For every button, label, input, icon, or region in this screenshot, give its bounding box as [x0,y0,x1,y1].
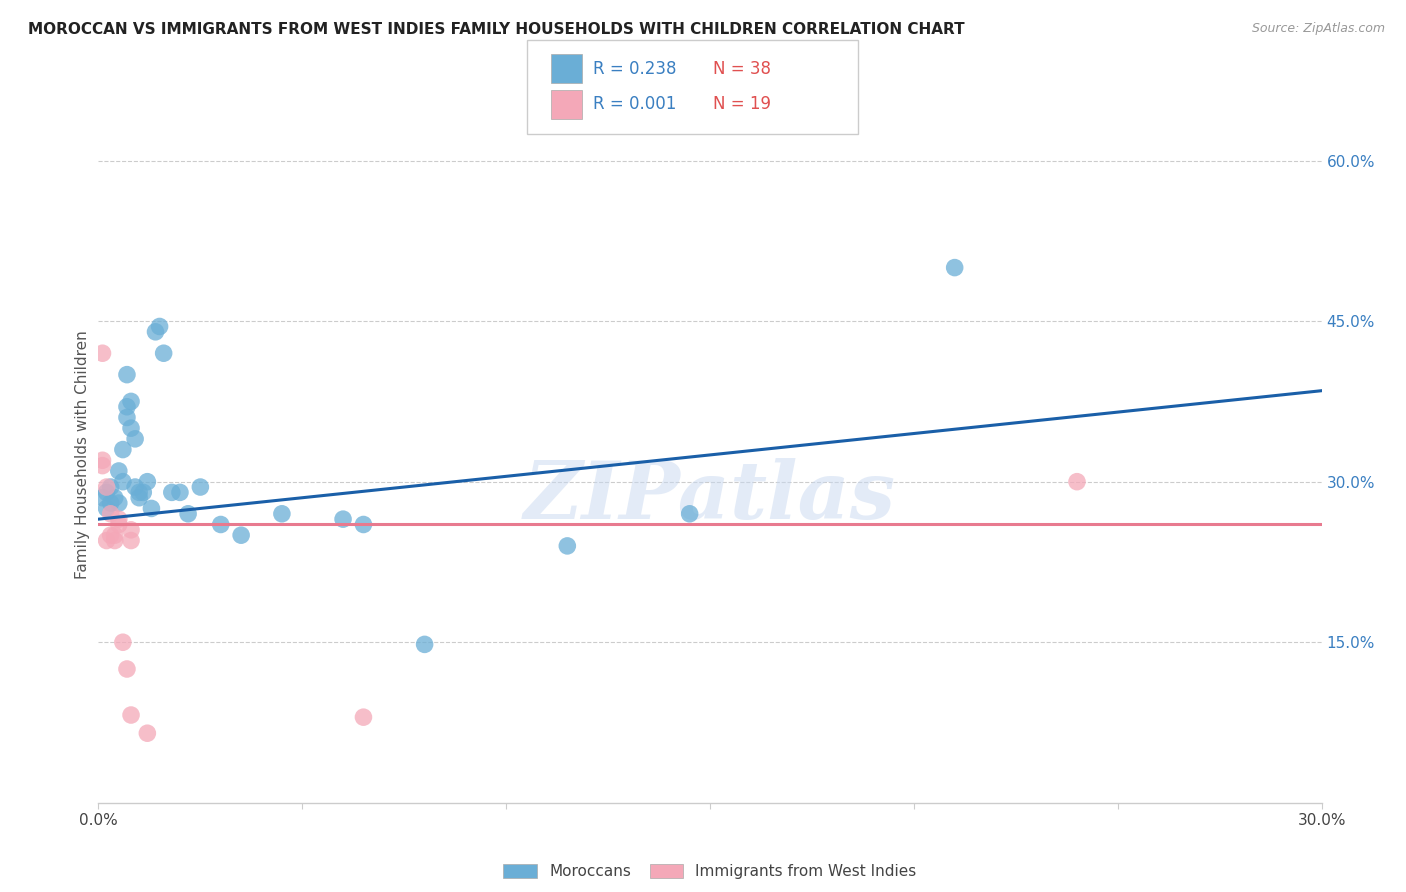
Point [136,726,159,740]
Point [115,410,138,425]
Text: N = 19: N = 19 [713,95,770,113]
Legend: Moroccans, Immigrants from West Indies: Moroccans, Immigrants from West Indies [498,858,922,886]
Text: R = 0.238: R = 0.238 [593,60,676,78]
Point [679,507,702,521]
Point [91,491,114,505]
Text: MOROCCAN VS IMMIGRANTS FROM WEST INDIES FAMILY HOUSEHOLDS WITH CHILDREN CORRELAT: MOROCCAN VS IMMIGRANTS FROM WEST INDIES … [28,22,965,37]
Point [108,512,131,526]
Point [100,480,122,494]
Point [1066,475,1088,489]
Point [120,523,142,537]
Point [352,517,374,532]
Point [413,637,436,651]
Point [104,533,127,548]
Text: Source: ZipAtlas.com: Source: ZipAtlas.com [1251,22,1385,36]
Point [91,458,114,473]
Point [145,325,167,339]
Point [332,512,354,526]
Point [160,485,183,500]
Point [124,432,146,446]
Point [91,453,114,467]
Text: N = 38: N = 38 [713,60,770,78]
Point [96,533,118,548]
Point [152,346,174,360]
Point [124,480,146,494]
Point [352,710,374,724]
Point [169,485,191,500]
Point [111,475,134,489]
Point [270,507,294,521]
Point [557,539,579,553]
Point [132,485,155,500]
Point [108,496,131,510]
Point [111,635,134,649]
Point [120,708,142,723]
Point [100,496,122,510]
Point [91,346,114,360]
Point [231,528,253,542]
Point [115,368,138,382]
Point [115,400,138,414]
Point [943,260,966,275]
Point [115,662,138,676]
Point [108,517,131,532]
Point [120,421,142,435]
Point [100,507,122,521]
Point [177,507,200,521]
Point [111,442,134,457]
Point [96,480,118,494]
Point [128,485,150,500]
Point [100,528,122,542]
Point [128,491,150,505]
Point [141,501,163,516]
Point [120,394,142,409]
Point [96,485,118,500]
Text: R = 0.001: R = 0.001 [593,95,676,113]
Y-axis label: Family Households with Children: Family Households with Children [75,331,90,579]
Point [209,517,232,532]
Point [96,501,118,516]
Point [120,533,142,548]
Point [136,475,159,489]
Point [188,480,212,494]
Text: ZIPatlas: ZIPatlas [524,458,896,535]
Point [108,464,131,478]
Point [104,528,127,542]
Point [149,319,172,334]
Point [104,491,127,505]
